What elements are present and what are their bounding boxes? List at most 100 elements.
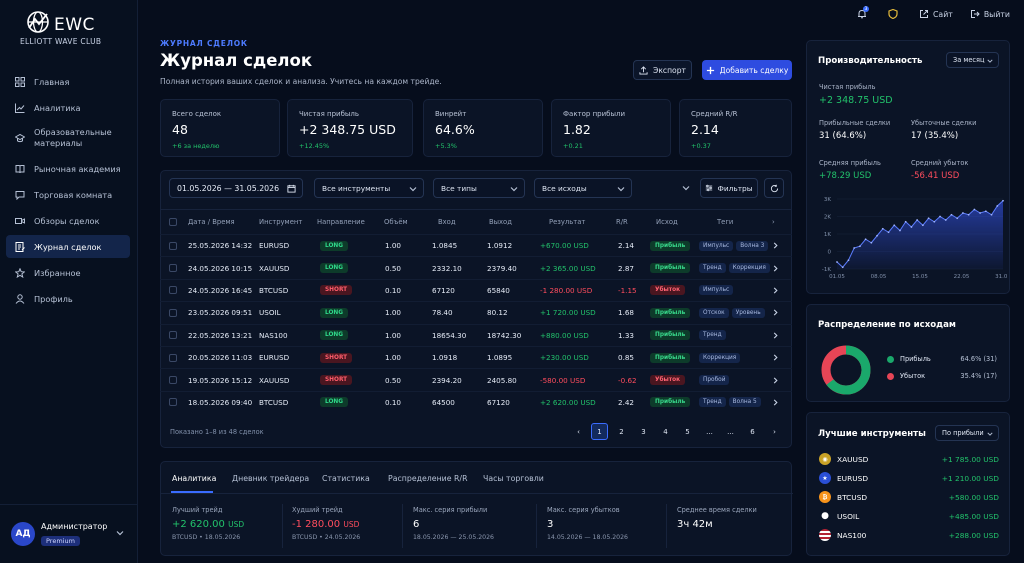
pagination-page[interactable]: 4 bbox=[663, 427, 668, 436]
col-instrument[interactable]: Инструмент bbox=[259, 218, 303, 226]
pagination-page[interactable]: 1 bbox=[591, 423, 608, 440]
legend-label: Убыток bbox=[900, 372, 926, 380]
trades-table: Дата / Время Инструмент Направление Объё… bbox=[160, 209, 792, 413]
pagination-next[interactable]: › bbox=[773, 427, 776, 436]
col-tags[interactable]: Теги bbox=[717, 218, 734, 226]
col-rr[interactable]: R/R bbox=[616, 218, 628, 226]
logo[interactable]: EWC ELLIOTT WAVE CLUB bbox=[20, 10, 122, 50]
instrument-row-nas100[interactable]: NAS100 +288.00 USD bbox=[819, 528, 999, 542]
chevron-down-icon bbox=[409, 187, 417, 192]
table-row[interactable]: 18.05.2026 09:40 BTCUSD LONG 0.10 64500 67120… bbox=[160, 390, 792, 413]
user-menu[interactable]: АД Администратор Premium bbox=[0, 504, 138, 563]
table-row[interactable]: 20.05.2026 11:03 EURUSD SHORT 1.00 1.0918 1.0… bbox=[160, 345, 792, 368]
tab-statistics[interactable]: Статистика bbox=[322, 474, 370, 483]
row-open-icon[interactable] bbox=[772, 280, 779, 301]
filters-button[interactable]: Фильтры bbox=[700, 178, 758, 198]
instrument-row-btcusd[interactable]: ₿ BTCUSD +580.00 USD bbox=[819, 490, 999, 504]
chevron-down-icon[interactable] bbox=[116, 529, 124, 537]
table-row[interactable]: 24.05.2026 16:45 BTCUSD SHORT 0.10 67120 6584… bbox=[160, 278, 792, 301]
select-all-checkbox[interactable] bbox=[169, 210, 177, 234]
y-tick-label: 0 bbox=[828, 250, 832, 256]
col-date[interactable]: Дата / Время bbox=[188, 218, 235, 226]
sidebar-item-favorites[interactable]: Избранное bbox=[6, 261, 130, 284]
y-tick-label: 2K bbox=[824, 215, 831, 221]
row-checkbox[interactable] bbox=[169, 325, 177, 346]
add-trade-button[interactable]: Добавить сделку bbox=[702, 60, 792, 80]
export-button[interactable]: Экспорт bbox=[633, 60, 692, 80]
pagination-page[interactable]: 3 bbox=[641, 427, 646, 436]
tab-trader-diary[interactable]: Дневник трейдера bbox=[232, 474, 310, 483]
sidebar-item-analytics[interactable]: Аналитика bbox=[6, 96, 130, 119]
refresh-button[interactable] bbox=[764, 178, 784, 198]
shield-button[interactable] bbox=[888, 9, 902, 19]
row-open-icon[interactable] bbox=[772, 325, 779, 346]
stat-value: 64.6% bbox=[435, 122, 475, 137]
table-row[interactable]: 23.05.2026 09:51 USOIL LONG 1.00 78.40 80.12 +… bbox=[160, 301, 792, 323]
row-checkbox[interactable] bbox=[169, 392, 177, 413]
period-select[interactable]: За месяц bbox=[946, 52, 999, 68]
col-outcome[interactable]: Исход bbox=[656, 218, 678, 226]
instrument-row-xauusd[interactable]: ◉ XAUUSD +1 785.00 USD bbox=[819, 452, 999, 466]
col-entry[interactable]: Вход bbox=[438, 218, 456, 226]
row-open-icon[interactable] bbox=[772, 347, 779, 368]
col-result[interactable]: Результат bbox=[549, 218, 586, 226]
table-row[interactable]: 22.05.2026 13:21 NAS100 LONG 1.00 18654.30 18… bbox=[160, 323, 792, 346]
outcome-select[interactable]: Все исходы bbox=[534, 178, 632, 198]
row-checkbox[interactable] bbox=[169, 235, 177, 256]
outcome-select-value: Все исходы bbox=[542, 184, 587, 193]
row-checkbox[interactable] bbox=[169, 280, 177, 301]
cell-direction: SHORT bbox=[320, 347, 353, 368]
sidebar-item-trading-room[interactable]: Торговая комната bbox=[6, 183, 130, 206]
col-exit[interactable]: Выход bbox=[489, 218, 512, 226]
logout-button[interactable]: Выйти bbox=[970, 9, 1010, 19]
instrument-row-usoil[interactable]: ● USOIL +485.00 USD bbox=[819, 509, 999, 523]
sidebar-item-education[interactable]: Образовательные материалы bbox=[6, 122, 130, 154]
col-volume[interactable]: Объём bbox=[384, 218, 408, 226]
tab-trading-hours[interactable]: Часы торговли bbox=[483, 474, 544, 483]
pagination-prev[interactable]: ‹ bbox=[577, 427, 580, 436]
chevron-down-icon[interactable] bbox=[682, 184, 690, 192]
instrument-row-eurusd[interactable]: ★ EURUSD +1 210.00 USD bbox=[819, 471, 999, 485]
type-select[interactable]: Все типы bbox=[433, 178, 525, 198]
stat-delta: +0.21 bbox=[563, 142, 583, 150]
row-open-icon[interactable] bbox=[772, 369, 779, 390]
sidebar-item-trade-reviews[interactable]: Обзоры сделок bbox=[6, 209, 130, 232]
perf-label: Средняя прибыль bbox=[819, 159, 881, 167]
row-open-icon[interactable] bbox=[772, 392, 779, 413]
instrument-select-value: Все инструменты bbox=[322, 184, 391, 193]
sidebar-item-home[interactable]: Главная bbox=[6, 70, 130, 93]
sidebar-item-label: Журнал сделок bbox=[34, 241, 102, 252]
tag-chip: Уровень bbox=[731, 307, 765, 318]
table-row[interactable]: 19.05.2026 15:12 XAUUSD SHORT 0.50 2394.20 24… bbox=[160, 368, 792, 390]
instrument-select[interactable]: Все инструменты bbox=[314, 178, 424, 198]
row-open-icon[interactable] bbox=[772, 257, 779, 278]
table-row[interactable]: 24.05.2026 10:15 XAUUSD LONG 0.50 2332.10 237… bbox=[160, 256, 792, 278]
pagination-page[interactable]: 2 bbox=[619, 427, 624, 436]
avatar: АД bbox=[11, 522, 35, 546]
sidebar-item-academy[interactable]: Рыночная академия bbox=[6, 157, 130, 180]
legend-dot bbox=[887, 372, 894, 380]
notifications-button[interactable]: 3 bbox=[857, 6, 871, 19]
row-checkbox[interactable] bbox=[169, 369, 177, 390]
pagination-page[interactable]: 6 bbox=[750, 427, 755, 436]
date-range-picker[interactable]: 01.05.2026 — 31.05.2026 bbox=[169, 178, 303, 198]
col-direction[interactable]: Направление bbox=[317, 218, 365, 226]
row-checkbox[interactable] bbox=[169, 302, 177, 323]
row-checkbox[interactable] bbox=[169, 257, 177, 278]
pagination-page[interactable]: 5 bbox=[685, 427, 690, 436]
chart-data-point bbox=[916, 219, 919, 221]
row-open-icon[interactable] bbox=[772, 235, 779, 256]
sidebar-item-profile[interactable]: Профиль bbox=[6, 287, 130, 310]
row-checkbox[interactable] bbox=[169, 347, 177, 368]
scroll-right-icon[interactable]: › bbox=[772, 218, 775, 226]
tab-analytics[interactable]: Аналитика bbox=[172, 474, 217, 483]
sidebar-item-journal[interactable]: Журнал сделок bbox=[6, 235, 130, 258]
site-link[interactable]: Сайт bbox=[919, 9, 953, 19]
shield-icon bbox=[888, 9, 898, 19]
legend-value: 64.6% (31) bbox=[960, 355, 997, 363]
row-open-icon[interactable] bbox=[772, 302, 779, 323]
tab-rr-distribution[interactable]: Распределение R/R bbox=[388, 474, 468, 483]
chart-data-point bbox=[973, 208, 976, 211]
sort-select[interactable]: По прибыли bbox=[935, 425, 999, 441]
table-row[interactable]: 25.05.2026 14:32 EURUSD LONG 1.00 1.0845 1.09… bbox=[160, 234, 792, 256]
